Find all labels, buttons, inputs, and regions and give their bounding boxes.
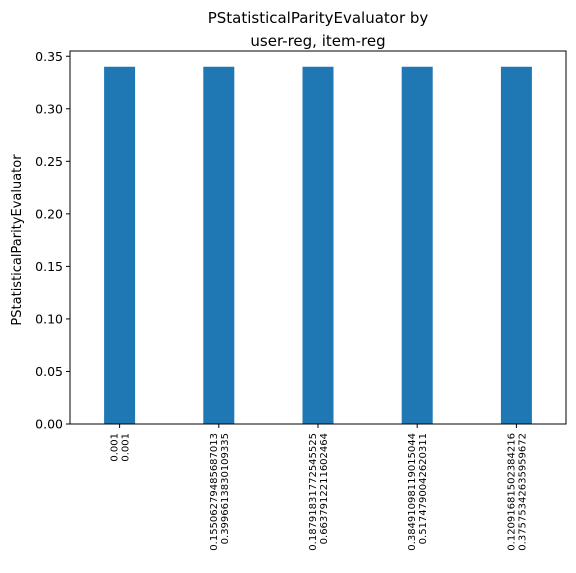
x-tick-label-1: 0.0010.001	[110, 433, 132, 462]
bar-4	[401, 66, 433, 425]
y-tick-label-5: 0.25	[35, 154, 63, 169]
x-tick-label-line-1: 0.12091681502384216	[506, 433, 517, 551]
y-tick-label-3: 0.15	[35, 259, 63, 274]
x-tick-label-2: 0.155062794856870130.3996613830109335	[209, 433, 231, 551]
chart-title-line-1: PStatisticalParityEvaluator by	[208, 9, 429, 27]
x-tick-label-line-2: 0.3996613830109335	[220, 433, 231, 544]
y-tick-label-4: 0.20	[35, 206, 63, 221]
x-tick-label-line-1: 0.15506279485687013	[209, 433, 220, 551]
bar-1	[104, 66, 136, 425]
x-tick-label-4: 0.384910981190150440.5174790042620311	[407, 433, 429, 551]
x-tick-label-line-2: 0.37575342635959672	[517, 433, 528, 551]
x-tick-label-5: 0.120916815023842160.37575342635959672	[506, 433, 528, 551]
y-axis-label: PStatisticalParityEvaluator	[10, 154, 25, 326]
y-tick-label-0: 0.00	[35, 417, 63, 432]
plot-area: 0.00 0.05 0.10 0.15 0.20 0.25 0.30 0.35 0.0010.0…	[35, 49, 567, 551]
x-tick-label-line-1: 0.001	[110, 433, 121, 462]
chart-title-line-2: user-reg, item-reg	[250, 32, 385, 50]
x-tick-label-line-1: 0.18791831772545525	[308, 433, 319, 551]
y-tick-label-7: 0.35	[35, 49, 63, 64]
y-tick-label-1: 0.05	[35, 364, 63, 379]
x-tick-label-line-2: 0.6637912211602464	[319, 433, 330, 544]
y-tick-label-6: 0.30	[35, 101, 63, 116]
x-tick-label-line-1: 0.38491098119015044	[407, 433, 418, 551]
x-tick-label-line-2: 0.001	[121, 433, 132, 462]
bar-3	[302, 66, 334, 425]
bar-5	[500, 66, 532, 425]
y-tick-label-2: 0.10	[35, 311, 63, 326]
bar-2	[203, 66, 235, 425]
x-tick-label-3: 0.187918317725455250.6637912211602464	[308, 433, 330, 551]
x-tick-label-line-2: 0.5174790042620311	[418, 433, 429, 544]
